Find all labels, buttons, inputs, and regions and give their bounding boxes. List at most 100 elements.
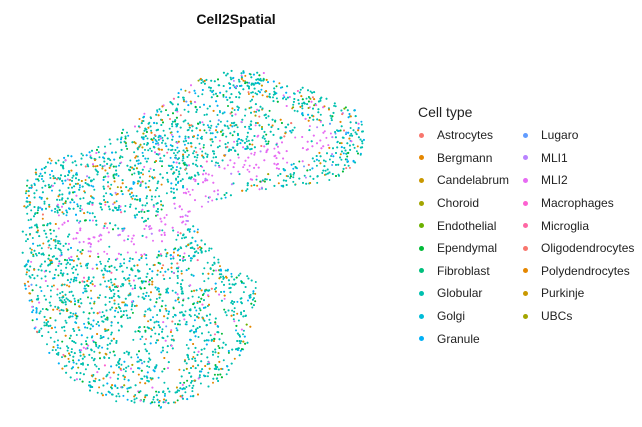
cell-point — [172, 112, 174, 115]
cell-point — [57, 306, 60, 309]
cell-point — [203, 319, 206, 322]
cell-point — [264, 140, 267, 143]
cell-point — [227, 105, 229, 107]
cell-point — [88, 312, 91, 315]
cell-point — [282, 97, 284, 100]
cell-point — [30, 209, 33, 212]
cell-point — [86, 326, 89, 329]
cell-point — [292, 103, 295, 106]
cell-point — [248, 127, 251, 130]
cell-point — [98, 351, 101, 354]
cell-point — [182, 256, 185, 258]
cell-point — [27, 219, 30, 222]
cell-point — [158, 250, 160, 253]
cell-point — [124, 297, 127, 300]
cell-point — [83, 280, 86, 283]
cell-point — [119, 186, 122, 189]
cell-point — [177, 103, 179, 106]
cell-point — [199, 129, 202, 132]
cell-point — [54, 268, 57, 271]
cell-point — [115, 268, 118, 271]
cell-point — [93, 357, 96, 360]
cell-point — [160, 148, 163, 151]
cell-point — [68, 291, 71, 294]
cell-point — [253, 166, 256, 169]
cell-point — [221, 346, 224, 349]
cell-point — [311, 91, 314, 94]
cell-point — [236, 144, 239, 146]
cell-point — [101, 311, 104, 314]
cell-point — [254, 92, 257, 95]
cell-point — [215, 286, 218, 289]
cell-point — [162, 204, 164, 207]
cell-point — [226, 268, 229, 271]
cell-point — [83, 287, 86, 290]
cell-point — [231, 125, 234, 128]
cell-point — [181, 292, 184, 295]
cell-point — [208, 196, 211, 199]
cell-point — [157, 142, 159, 145]
cell-point — [235, 348, 237, 351]
cell-point — [134, 394, 137, 396]
cell-point — [272, 96, 274, 99]
cell-point — [82, 154, 84, 157]
cell-point — [214, 321, 217, 324]
cell-point — [76, 205, 79, 208]
cell-point — [233, 130, 236, 133]
cell-point — [224, 269, 227, 272]
cell-point — [300, 95, 303, 98]
cell-point — [313, 91, 316, 94]
cell-point — [185, 172, 188, 175]
cell-point — [132, 168, 135, 171]
cell-point — [204, 177, 207, 180]
cell-point — [120, 310, 122, 313]
cell-point — [326, 152, 328, 155]
cell-point — [244, 286, 247, 288]
cell-point — [262, 79, 265, 82]
cell-point — [252, 304, 255, 307]
cell-point — [72, 355, 75, 358]
cell-point — [145, 263, 148, 266]
cell-point — [162, 264, 165, 267]
cell-point — [93, 300, 96, 303]
cell-point — [153, 321, 156, 324]
cell-point — [215, 161, 218, 164]
cell-point — [256, 93, 259, 96]
cell-point — [63, 283, 66, 286]
cell-point — [73, 352, 76, 355]
cell-point — [151, 277, 153, 280]
cell-point — [194, 105, 197, 108]
cell-point — [332, 111, 335, 114]
cell-point — [38, 196, 41, 199]
cell-point — [150, 138, 153, 141]
cell-point — [187, 110, 190, 113]
cell-point — [70, 367, 73, 370]
cell-point — [156, 187, 159, 190]
cell-point — [66, 345, 68, 348]
cell-point — [58, 189, 61, 192]
cell-point — [248, 81, 251, 84]
cell-point — [176, 188, 178, 191]
cell-point — [83, 276, 85, 279]
cell-point — [135, 159, 138, 162]
cell-point — [271, 124, 274, 127]
cell-point — [168, 127, 171, 130]
cell-point — [76, 203, 79, 206]
cell-point — [204, 179, 207, 182]
cell-point — [94, 159, 96, 162]
cell-point — [49, 304, 52, 307]
cell-point — [139, 198, 142, 200]
cell-point — [117, 361, 120, 364]
cell-point — [248, 143, 251, 146]
cell-point — [142, 173, 144, 176]
cell-point — [145, 338, 147, 341]
cell-point — [186, 155, 189, 158]
cell-point — [156, 109, 159, 112]
cell-point — [111, 384, 114, 387]
cell-point — [140, 122, 143, 125]
cell-point — [250, 147, 253, 150]
cell-point — [211, 264, 214, 267]
cell-point — [57, 264, 60, 267]
cell-point — [194, 146, 197, 149]
cell-point — [171, 334, 174, 337]
